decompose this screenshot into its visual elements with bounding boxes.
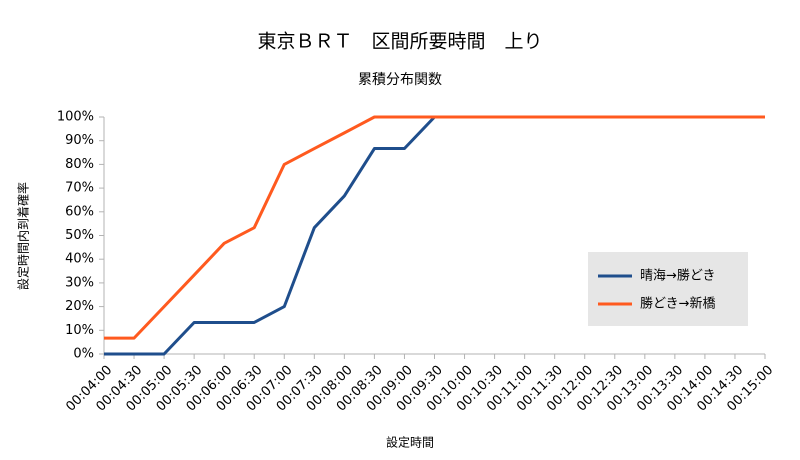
y-tick-label: 70% <box>65 181 94 196</box>
y-tick-label: 60% <box>65 204 94 219</box>
legend <box>588 252 748 326</box>
series-line <box>104 115 765 340</box>
legend-label: 晴海→勝どき <box>640 269 716 284</box>
y-tick-label: 80% <box>65 157 94 172</box>
x-axis-title: 設定時間 <box>386 435 434 450</box>
y-tick-label: 50% <box>65 228 94 243</box>
y-tick-label: 20% <box>65 299 94 314</box>
y-tick-label: 10% <box>65 323 94 338</box>
y-tick-label: 0% <box>73 347 94 362</box>
y-tick-label: 30% <box>65 275 94 290</box>
y-axis-title: 設定時間内到着確率 <box>16 182 31 290</box>
chart-subtitle: 累積分布関数 <box>358 72 442 88</box>
legend-label: 勝どき→新橋 <box>640 296 716 312</box>
y-tick-label: 100% <box>57 110 94 125</box>
chart-title: 東京ＢＲＴ 区間所要時間 上り <box>257 31 542 53</box>
y-tick-label: 90% <box>65 133 94 148</box>
y-tick-label: 40% <box>65 252 94 267</box>
